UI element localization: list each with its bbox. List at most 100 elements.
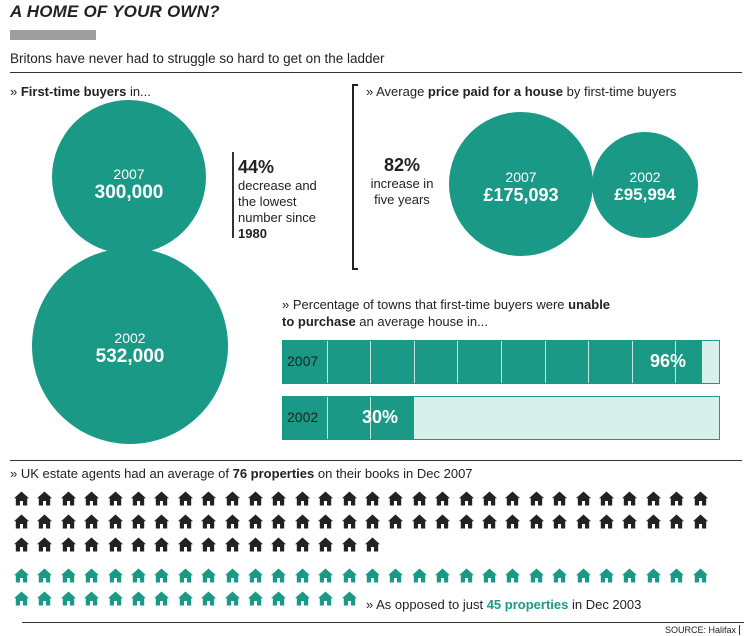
house-icon <box>84 514 100 529</box>
house-icon <box>14 514 29 529</box>
circle-year: 2002 <box>629 169 661 185</box>
house-icon <box>60 568 76 583</box>
house-icon <box>224 491 240 506</box>
bottom-divider <box>22 622 744 623</box>
house-icon <box>271 514 287 529</box>
house-icon <box>224 591 240 606</box>
house-icon <box>37 491 53 506</box>
circle-value: £95,994 <box>614 185 676 204</box>
house-icon <box>505 568 521 583</box>
heading-prefix: » UK estate agents had an average of <box>10 466 233 481</box>
house-icon <box>271 537 287 552</box>
house-icon <box>107 591 123 606</box>
page-title: A HOME OF YOUR OWN? <box>10 2 220 21</box>
house-icon <box>131 591 146 606</box>
bar-segment-divider <box>327 397 328 439</box>
buyers-2007-circle <box>52 100 206 254</box>
house-icon <box>318 591 334 606</box>
house-icon <box>107 491 123 506</box>
house-icon <box>177 568 193 583</box>
house-icon <box>341 491 357 506</box>
house-icon <box>552 568 568 583</box>
house-icon <box>84 491 100 506</box>
house-icon <box>37 591 53 606</box>
house-icon <box>294 568 310 583</box>
bar-segment-divider <box>327 341 328 383</box>
house-icon <box>669 568 685 583</box>
house-icon <box>365 514 380 529</box>
house-icon <box>388 514 404 529</box>
house-icon <box>388 568 404 583</box>
house-icon <box>552 514 568 529</box>
house-icon <box>248 537 263 552</box>
heading-prefix: » As opposed to just <box>366 597 487 612</box>
circle-value: 300,000 <box>94 182 164 203</box>
house-icon <box>201 568 217 583</box>
house-icon <box>154 568 170 583</box>
bar-segment-divider <box>370 397 371 439</box>
bar-value-label: 96% <box>650 351 687 371</box>
towns-heading: » Percentage of towns that first-time bu… <box>282 296 610 330</box>
house-icon <box>154 514 170 529</box>
bar-fill-2007 <box>283 341 702 383</box>
house-icon <box>248 514 263 529</box>
house-icon <box>224 568 240 583</box>
decrease-text: decrease and the lowest number since <box>238 178 317 225</box>
estate-opposed-text: » As opposed to just 45 properties in De… <box>366 597 641 612</box>
bar-segment-divider <box>588 341 589 383</box>
house-icon <box>365 537 380 552</box>
decrease-year: 1980 <box>238 226 267 241</box>
house-icon <box>84 537 100 552</box>
house-icon <box>201 514 217 529</box>
bar-segment-divider <box>545 341 546 383</box>
heading-suffix: in... <box>126 84 151 99</box>
house-icon <box>131 514 146 529</box>
house-icon <box>60 514 76 529</box>
house-icon <box>177 537 193 552</box>
house-icon <box>177 591 193 606</box>
house-icon <box>622 568 638 583</box>
bar-year-label: 2007 <box>287 353 319 369</box>
bar-segment-divider <box>675 341 676 383</box>
house-icon <box>411 514 427 529</box>
heading-bold: unable <box>568 297 611 312</box>
top-divider <box>10 72 742 73</box>
bar-segment-divider <box>414 341 415 383</box>
house-icon <box>599 568 614 583</box>
heading-bold: to purchase <box>282 314 356 329</box>
house-icon <box>528 568 544 583</box>
bar-year-label: 2002 <box>287 409 319 425</box>
price-2007-circle <box>449 112 593 256</box>
house-icon <box>294 591 310 606</box>
mid-divider <box>10 460 742 461</box>
price-2002-circle <box>592 132 698 238</box>
bar-value-label: 30% <box>362 407 399 427</box>
house-icon <box>435 491 451 506</box>
house-icon <box>107 514 123 529</box>
buyers-2007-label: 2007 300,000 <box>52 166 206 204</box>
house-icon <box>435 568 451 583</box>
house-icon <box>318 568 334 583</box>
house-icon <box>201 591 217 606</box>
buyers-2002-circle <box>32 248 228 444</box>
note-bracket-line <box>232 152 234 238</box>
house-icon <box>669 514 685 529</box>
house-icon <box>154 537 170 552</box>
house-icon <box>248 568 263 583</box>
house-icon <box>575 568 591 583</box>
house-icon <box>294 537 310 552</box>
house-icon <box>341 537 357 552</box>
heading-prefix: » <box>10 84 21 99</box>
house-icon <box>692 568 708 583</box>
heading-prefix: » Average <box>366 84 428 99</box>
house-icon <box>575 514 591 529</box>
title-decor-bar <box>10 30 96 40</box>
house-icon <box>14 591 29 606</box>
house-icon <box>294 491 310 506</box>
heading-bold: 76 properties <box>232 466 315 481</box>
house-icon <box>528 491 544 506</box>
price-2002-label: 2002 £95,994 <box>592 169 698 205</box>
bar-segment-divider <box>632 341 633 383</box>
house-icon <box>458 568 474 583</box>
house-icon <box>37 568 53 583</box>
